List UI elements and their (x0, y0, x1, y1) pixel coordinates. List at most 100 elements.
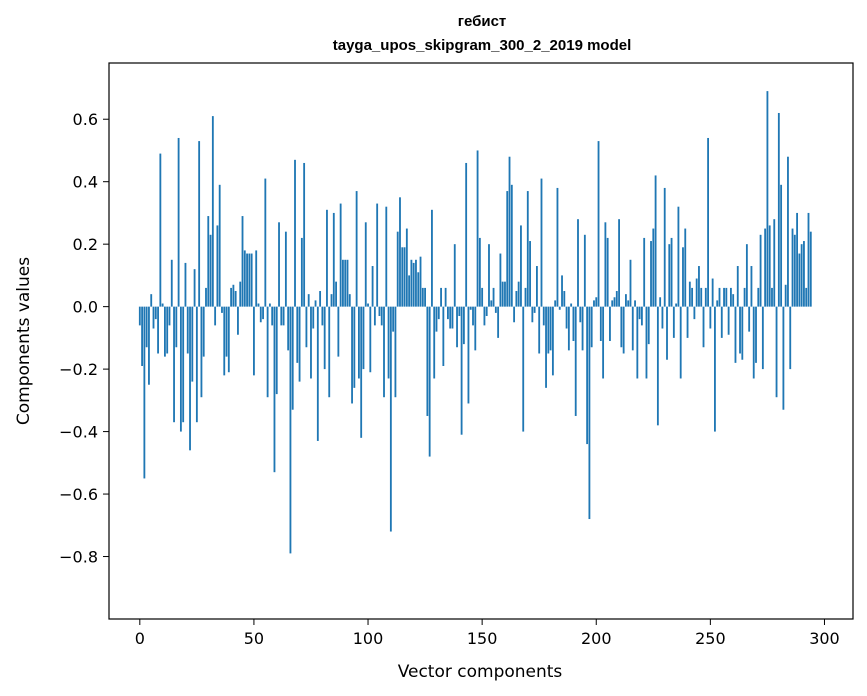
bar (563, 291, 566, 307)
bar (780, 184, 783, 307)
bar (211, 116, 214, 307)
bar (718, 287, 721, 307)
bar (526, 191, 529, 307)
bar (574, 306, 577, 416)
bar (392, 306, 395, 332)
bar (615, 291, 618, 307)
bar (264, 178, 267, 307)
bar (595, 297, 598, 307)
bar (561, 275, 563, 307)
bar (166, 306, 169, 354)
bar (268, 303, 271, 307)
bar (645, 306, 648, 379)
bar (255, 250, 258, 307)
bar (586, 306, 589, 445)
bar (426, 306, 429, 416)
bar (517, 281, 520, 307)
bar (243, 250, 246, 307)
bar (775, 306, 778, 398)
bar (597, 141, 600, 307)
bar (604, 222, 607, 307)
bar (777, 112, 780, 307)
bar (314, 300, 317, 307)
bar (316, 306, 319, 441)
bar (798, 253, 801, 307)
bar (590, 306, 593, 348)
bar (237, 306, 239, 335)
bar (326, 209, 328, 307)
bar (620, 306, 623, 348)
y-tick-label: 0.4 (73, 173, 98, 192)
bar (472, 306, 474, 326)
chart-title: гебист (458, 13, 507, 30)
bar (253, 306, 255, 376)
bar (289, 306, 292, 554)
bar (168, 306, 171, 326)
bar (456, 306, 458, 348)
bar (729, 287, 732, 307)
y-tick-label: −0.6 (59, 485, 98, 504)
bar (346, 259, 349, 307)
bar (609, 306, 611, 341)
bar (223, 306, 226, 376)
bar (305, 306, 308, 348)
bar (221, 306, 223, 313)
y-tick-label: 0.0 (73, 298, 98, 317)
x-axis-label: Vector components (398, 662, 563, 682)
bar (796, 212, 798, 307)
bar (800, 244, 803, 307)
bar (417, 272, 420, 307)
bar (378, 306, 381, 317)
bar (207, 216, 210, 307)
bar (638, 306, 641, 320)
bar (659, 297, 662, 307)
bar (745, 244, 748, 307)
bar (629, 259, 632, 307)
bar (300, 237, 303, 307)
bar (602, 306, 605, 379)
bar (460, 306, 463, 435)
bar (262, 306, 264, 320)
x-tick-label: 50 (244, 629, 264, 648)
bar (771, 287, 773, 307)
bar (227, 306, 230, 373)
bar (736, 266, 739, 307)
bar (506, 191, 509, 307)
bar (476, 150, 479, 307)
bar (618, 219, 620, 307)
bar (499, 253, 502, 307)
x-tick-label: 200 (581, 629, 612, 648)
bar (164, 306, 166, 357)
bar (593, 300, 595, 307)
bar (399, 197, 401, 307)
bar (138, 306, 141, 326)
bar (246, 253, 248, 307)
bar (679, 306, 682, 379)
bar (259, 306, 262, 323)
bar (666, 306, 668, 360)
bar (396, 231, 399, 307)
bar (691, 287, 694, 307)
chart-subtitle: tayga_upos_skipgram_300_2_2019 model (333, 37, 632, 54)
bar (538, 306, 541, 354)
bar (504, 281, 506, 307)
bar (419, 256, 422, 307)
bar (611, 300, 614, 307)
bar (225, 306, 228, 357)
bar (449, 306, 452, 329)
bar (540, 178, 543, 307)
bar (725, 287, 728, 307)
bar (428, 306, 431, 457)
bar (330, 294, 333, 307)
bar (462, 306, 465, 345)
bar (536, 266, 538, 307)
bar (531, 306, 534, 323)
bar (405, 228, 408, 307)
bar (357, 306, 360, 379)
bar (752, 306, 755, 379)
bar (186, 306, 189, 354)
bar (312, 306, 315, 329)
bar (579, 306, 582, 323)
bar (490, 300, 493, 307)
bar (803, 241, 805, 307)
